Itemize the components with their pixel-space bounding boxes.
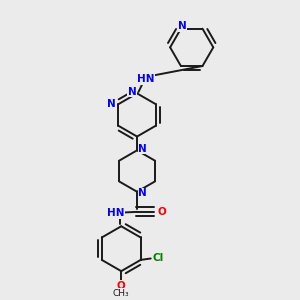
Text: CH₃: CH₃ [113,289,130,298]
Text: O: O [117,280,126,290]
Text: HN: HN [137,74,154,84]
Text: N: N [128,87,136,97]
Text: N: N [178,21,187,32]
Text: Cl: Cl [152,254,164,263]
Text: O: O [157,207,166,217]
Text: N: N [107,99,116,109]
Text: N: N [138,188,147,198]
Text: N: N [138,144,147,154]
Text: HN: HN [107,208,124,218]
